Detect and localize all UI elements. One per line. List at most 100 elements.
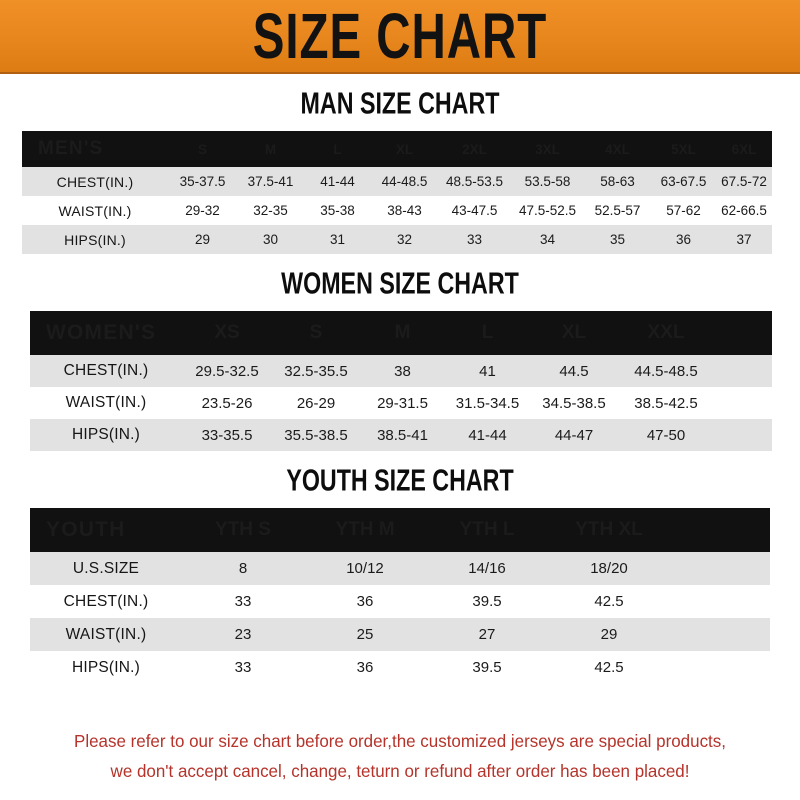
men-section-title: MAN SIZE CHART: [300, 86, 500, 121]
youth-table-header-row: YOUTH YTH S YTH M YTH L YTH XL: [30, 508, 770, 552]
youth-hips-s: 33: [234, 659, 252, 676]
women-waist-spacer: [714, 387, 772, 419]
table-row: WAIST(IN.) 29-32 32-35 35-38 38-43 43-47…: [22, 196, 772, 225]
men-hips-xl: 32: [396, 232, 413, 247]
men-size-table: MEN'S S M L XL 2XL 3XL 4XL 5XL 6XL CHEST: [22, 131, 772, 254]
youth-waist-l: 27: [478, 626, 496, 643]
men-header-5xl: 5XL: [671, 141, 696, 157]
women-chest-xxl: 44.5-48.5: [634, 362, 698, 380]
youth-row-hips-label: HIPS(IN.): [71, 658, 141, 676]
women-row-waist-label: WAIST(IN.): [65, 394, 147, 411]
table-row: HIPS(IN.) 33-35.5 35.5-38.5 38.5-41 41-4…: [30, 419, 772, 451]
table-row: CHEST(IN.) 29.5-32.5 32.5-35.5 38 41 44.…: [30, 355, 772, 387]
men-header-6xl: 6XL: [731, 141, 757, 157]
youth-row-ussize-label: U.S.SIZE: [72, 559, 140, 577]
men-chest-xl: 44-48.5: [381, 174, 428, 189]
women-header-xs: XS: [214, 322, 240, 343]
men-hips-m: 30: [262, 232, 279, 247]
youth-header-l: YTH L: [459, 519, 515, 540]
men-row-chest-label: CHEST(IN.): [56, 173, 134, 190]
women-header-xxl: XXL: [647, 322, 685, 343]
men-chest-5xl: 63-67.5: [660, 174, 707, 189]
youth-chest-s: 33: [234, 593, 252, 610]
women-size-chart-section: WOMEN SIZE CHART WOMEN'S XS S M L XL XXL: [0, 266, 800, 451]
youth-chest-m: 36: [356, 593, 374, 610]
women-header-spacer: [714, 311, 772, 355]
table-row: HIPS(IN.) 33 36 39.5 42.5: [30, 651, 770, 684]
men-row-hips-label: HIPS(IN.): [64, 231, 126, 248]
men-hips-4xl: 35: [609, 232, 626, 247]
table-row: U.S.SIZE 8 10/12 14/16 18/20: [30, 552, 770, 585]
men-hips-3xl: 34: [539, 232, 556, 247]
women-header-l: L: [481, 322, 494, 343]
men-waist-l: 35-38: [320, 203, 355, 218]
men-row-waist-label: WAIST(IN.): [58, 202, 132, 219]
women-header-m: M: [394, 322, 411, 343]
women-chest-s: 32.5-35.5: [284, 362, 348, 380]
men-waist-xl: 38-43: [387, 203, 422, 218]
men-hips-5xl: 36: [675, 232, 692, 247]
women-table-header-row: WOMEN'S XS S M L XL XXL: [30, 311, 772, 355]
youth-waist-xl: 29: [600, 626, 618, 643]
youth-hips-m: 36: [356, 659, 374, 676]
women-row-chest-label: CHEST(IN.): [63, 362, 149, 379]
women-hips-s: 35.5-38.5: [284, 426, 348, 444]
men-header-m: M: [264, 141, 277, 157]
men-waist-s: 29-32: [185, 203, 220, 218]
men-header-4xl: 4XL: [605, 141, 630, 157]
order-policy-line-2: we don't accept cancel, change, teturn o…: [110, 761, 690, 781]
men-table-header-row: MEN'S S M L XL 2XL 3XL 4XL 5XL 6XL: [22, 131, 772, 167]
youth-ussize-xl: 18/20: [590, 560, 628, 577]
page-banner: SIZE CHART: [0, 0, 800, 74]
men-chest-m: 37.5-41: [247, 174, 294, 189]
youth-size-chart-section: YOUTH SIZE CHART YOUTH YTH S YTH M YTH L…: [0, 464, 800, 684]
youth-waist-m: 25: [356, 626, 374, 643]
men-hips-6xl: 37: [736, 232, 752, 247]
men-size-chart-section: MAN SIZE CHART MEN'S S M L XL 2XL: [0, 86, 800, 254]
page-title: SIZE CHART: [252, 0, 548, 72]
women-waist-xxl: 38.5-42.5: [634, 394, 698, 412]
women-hips-xxl: 47-50: [646, 426, 686, 444]
youth-chest-l: 39.5: [472, 593, 502, 610]
table-row: WAIST(IN.) 23.5-26 26-29 29-31.5 31.5-34…: [30, 387, 772, 419]
women-chest-xs: 29.5-32.5: [195, 362, 259, 380]
men-waist-4xl: 52.5-57: [594, 203, 641, 218]
order-policy-line-1: Please refer to our size chart before or…: [74, 731, 726, 751]
youth-row-chest-label: CHEST(IN.): [63, 592, 149, 610]
men-waist-m: 32-35: [253, 203, 288, 218]
youth-header-s: YTH S: [215, 519, 271, 540]
men-header-l: L: [333, 141, 342, 157]
youth-ussize-l: 14/16: [468, 560, 506, 577]
women-chest-spacer: [714, 355, 772, 387]
youth-row-waist-label: WAIST(IN.): [65, 625, 147, 643]
men-waist-2xl: 43-47.5: [451, 203, 498, 218]
table-row: CHEST(IN.) 33 36 39.5 42.5: [30, 585, 770, 618]
men-header-3xl: 3XL: [535, 141, 560, 157]
youth-header-label: YOUTH: [46, 518, 126, 541]
men-chest-l: 41-44: [320, 174, 355, 189]
women-hips-xl: 44-47: [554, 426, 594, 444]
youth-hips-spacer: [670, 651, 770, 684]
youth-ussize-spacer: [670, 552, 770, 585]
youth-header-m: YTH M: [335, 519, 395, 540]
youth-chest-xl: 42.5: [594, 593, 624, 610]
women-waist-s: 26-29: [296, 394, 336, 412]
women-hips-spacer: [714, 419, 772, 451]
women-header-s: S: [309, 322, 323, 343]
youth-chest-spacer: [670, 585, 770, 618]
youth-ussize-m: 10/12: [346, 560, 384, 577]
table-row: CHEST(IN.) 35-37.5 37.5-41 41-44 44-48.5…: [22, 167, 772, 196]
women-hips-m: 38.5-41: [377, 426, 428, 444]
women-waist-xs: 23.5-26: [201, 394, 253, 412]
men-chest-4xl: 58-63: [600, 174, 635, 189]
women-size-table: WOMEN'S XS S M L XL XXL CHEST(IN.) 29.5-…: [30, 311, 772, 451]
women-header-xl: XL: [561, 322, 587, 343]
youth-header-spacer: [670, 508, 770, 552]
youth-hips-l: 39.5: [472, 659, 502, 676]
order-policy-note: Please refer to our size chart before or…: [12, 726, 788, 786]
women-section-title: WOMEN SIZE CHART: [281, 266, 519, 301]
men-header-xl: XL: [395, 141, 414, 157]
women-chest-xl: 44.5: [559, 362, 589, 380]
men-hips-2xl: 33: [466, 232, 483, 247]
men-header-s: S: [197, 141, 207, 157]
